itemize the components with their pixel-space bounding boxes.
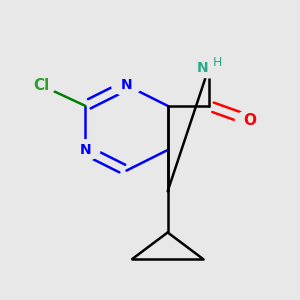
Text: N: N [196,61,208,75]
Text: Cl: Cl [33,78,49,93]
Ellipse shape [194,57,224,78]
Ellipse shape [236,110,265,131]
Text: O: O [244,113,256,128]
Text: N: N [121,78,132,92]
Ellipse shape [26,75,56,95]
Text: H: H [212,56,222,69]
Ellipse shape [70,140,100,160]
Ellipse shape [112,75,141,95]
Text: N: N [80,143,91,157]
